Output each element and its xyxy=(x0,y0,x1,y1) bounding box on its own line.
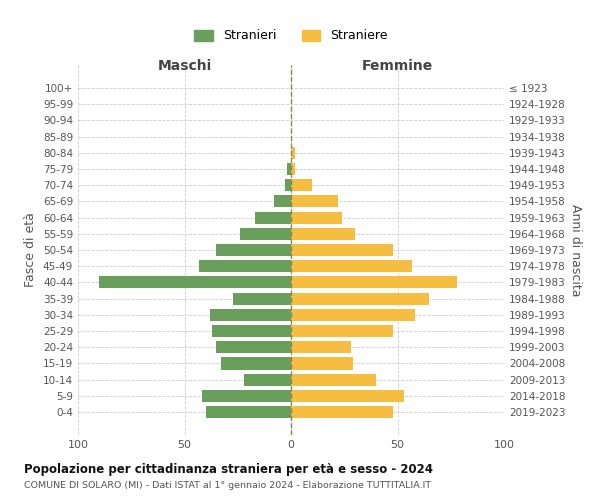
Bar xyxy=(240,228,291,240)
Bar xyxy=(291,341,350,353)
Bar xyxy=(244,374,291,386)
Bar xyxy=(291,212,342,224)
Bar xyxy=(291,292,430,304)
Bar xyxy=(212,325,291,337)
Bar xyxy=(291,325,393,337)
Bar xyxy=(291,358,353,370)
Bar xyxy=(202,390,291,402)
Bar xyxy=(287,163,291,175)
Bar xyxy=(291,228,355,240)
Text: Maschi: Maschi xyxy=(157,60,212,74)
Text: Popolazione per cittadinanza straniera per età e sesso - 2024: Popolazione per cittadinanza straniera p… xyxy=(24,462,433,475)
Bar xyxy=(291,390,404,402)
Bar xyxy=(274,196,291,207)
Bar xyxy=(291,276,457,288)
Bar xyxy=(221,358,291,370)
Bar xyxy=(210,309,291,321)
Bar xyxy=(233,292,291,304)
Text: COMUNE DI SOLARO (MI) - Dati ISTAT al 1° gennaio 2024 - Elaborazione TUTTITALIA.: COMUNE DI SOLARO (MI) - Dati ISTAT al 1°… xyxy=(24,481,431,490)
Text: Femmine: Femmine xyxy=(362,60,433,74)
Bar xyxy=(291,146,295,159)
Bar xyxy=(291,309,415,321)
Bar xyxy=(284,179,291,191)
Y-axis label: Fasce di età: Fasce di età xyxy=(25,212,37,288)
Bar xyxy=(255,212,291,224)
Bar xyxy=(291,406,393,418)
Bar xyxy=(291,244,393,256)
Legend: Stranieri, Straniere: Stranieri, Straniere xyxy=(188,23,394,48)
Bar xyxy=(291,374,376,386)
Bar xyxy=(100,276,291,288)
Bar xyxy=(291,196,338,207)
Bar xyxy=(217,341,291,353)
Bar xyxy=(199,260,291,272)
Bar xyxy=(291,260,412,272)
Y-axis label: Anni di nascita: Anni di nascita xyxy=(569,204,582,296)
Bar xyxy=(206,406,291,418)
Bar xyxy=(291,163,295,175)
Bar xyxy=(217,244,291,256)
Bar xyxy=(291,179,313,191)
